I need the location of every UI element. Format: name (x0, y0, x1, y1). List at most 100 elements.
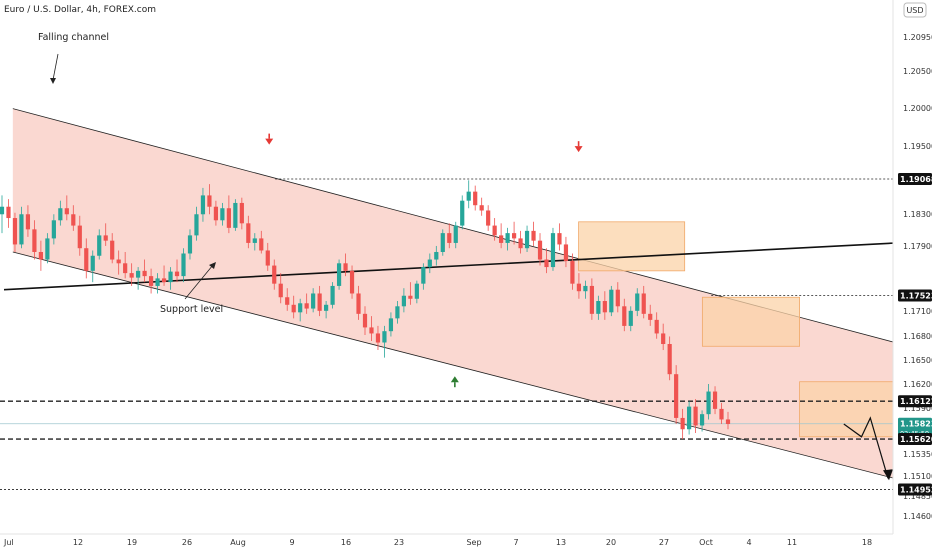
candle[interactable] (641, 285, 646, 319)
candle[interactable] (110, 233, 115, 264)
candle[interactable] (265, 242, 270, 271)
candle[interactable] (693, 399, 698, 434)
candle[interactable] (635, 288, 640, 317)
candle[interactable] (32, 220, 37, 260)
candle[interactable] (466, 180, 471, 209)
candle[interactable] (116, 250, 121, 275)
candle[interactable] (298, 298, 303, 322)
candle[interactable] (661, 323, 666, 351)
candle[interactable] (511, 221, 517, 245)
candle[interactable] (712, 386, 718, 415)
candle[interactable] (239, 197, 244, 230)
candle[interactable] (181, 248, 186, 283)
candle[interactable] (492, 218, 497, 241)
candle[interactable] (187, 229, 193, 260)
candle[interactable] (200, 187, 206, 222)
candle[interactable] (699, 410, 705, 432)
candle[interactable] (148, 268, 154, 294)
candle[interactable] (136, 267, 141, 290)
candle[interactable] (38, 240, 43, 271)
candle[interactable] (401, 288, 406, 313)
candle[interactable] (622, 298, 627, 332)
candle[interactable] (550, 227, 556, 271)
candle[interactable] (499, 223, 504, 249)
candle[interactable] (356, 285, 361, 320)
candle[interactable] (687, 401, 692, 435)
candle[interactable] (220, 202, 225, 226)
candle[interactable] (58, 200, 63, 226)
symbol-title[interactable]: Euro / U.S. Dollar, 4h, FOREX.com (4, 5, 156, 15)
candle[interactable] (570, 253, 575, 290)
candle[interactable] (324, 301, 329, 319)
candle[interactable] (648, 304, 653, 326)
candle[interactable] (421, 263, 426, 290)
candle[interactable] (317, 285, 322, 317)
candle[interactable] (311, 288, 316, 313)
zone-box-3[interactable] (799, 381, 907, 438)
candle[interactable] (194, 206, 199, 241)
candle[interactable] (583, 280, 588, 299)
time-axis[interactable] (0, 534, 932, 550)
candle[interactable] (0, 195, 5, 234)
candle[interactable] (427, 253, 432, 274)
candle[interactable] (103, 223, 108, 246)
candle[interactable] (414, 280, 419, 304)
candle[interactable] (596, 295, 601, 320)
candle[interactable] (259, 230, 264, 254)
candle[interactable] (473, 185, 478, 211)
price-axis-label[interactable]: 1.17523 (898, 289, 932, 302)
candle[interactable] (362, 306, 368, 335)
candle[interactable] (161, 265, 167, 286)
candle[interactable] (609, 285, 614, 317)
price-axis[interactable] (893, 0, 932, 550)
price-axis-label[interactable]: 1.15620 (898, 433, 932, 446)
candle[interactable] (602, 291, 607, 320)
candle[interactable] (45, 233, 50, 264)
candle[interactable] (544, 248, 549, 274)
candle[interactable] (51, 214, 56, 245)
price-axis-label[interactable]: 1.19068 (898, 172, 932, 185)
candle[interactable] (589, 278, 594, 320)
candle[interactable] (719, 402, 724, 424)
candle[interactable] (375, 325, 381, 351)
candle[interactable] (330, 282, 335, 309)
candle[interactable] (336, 259, 342, 290)
candle[interactable] (304, 293, 309, 314)
arrow-down-marker-1[interactable] (265, 133, 274, 145)
candle[interactable] (395, 301, 400, 324)
candle[interactable] (369, 316, 374, 341)
candle[interactable] (706, 383, 711, 420)
price-axis-label[interactable]: 1.14952 (898, 483, 932, 496)
candle[interactable] (129, 263, 134, 286)
candle[interactable] (142, 259, 147, 283)
candle[interactable] (505, 227, 510, 251)
candle[interactable] (674, 365, 679, 424)
candle[interactable] (174, 259, 180, 283)
candle[interactable] (557, 223, 562, 251)
arrow-up-marker-3[interactable] (450, 376, 459, 388)
candle[interactable] (615, 282, 620, 313)
candle[interactable] (440, 229, 445, 256)
candle[interactable] (90, 250, 95, 283)
candle[interactable] (226, 195, 231, 234)
candle[interactable] (537, 233, 543, 266)
candle[interactable] (486, 205, 491, 231)
candle[interactable] (654, 312, 659, 339)
candle[interactable] (19, 206, 24, 249)
candle[interactable] (725, 411, 731, 430)
arrow-down-marker-2[interactable] (574, 141, 583, 153)
candle[interactable] (25, 205, 31, 237)
candle[interactable] (453, 221, 458, 249)
zone-box-1[interactable] (578, 221, 686, 272)
candle[interactable] (207, 184, 212, 215)
candle[interactable] (518, 230, 523, 254)
projection-path[interactable] (843, 416, 889, 479)
currency-badge[interactable] (903, 2, 927, 18)
candle[interactable] (12, 212, 18, 252)
candle[interactable] (97, 229, 102, 260)
channel-lower-line[interactable] (12, 251, 924, 487)
zone-box-2[interactable] (701, 296, 800, 347)
candle[interactable] (155, 273, 160, 294)
candle[interactable] (252, 233, 257, 251)
